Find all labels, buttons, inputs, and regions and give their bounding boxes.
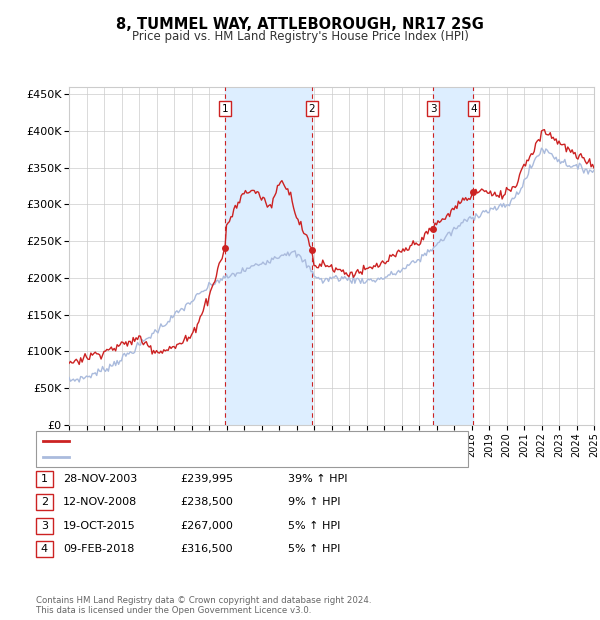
- Text: 28-NOV-2003: 28-NOV-2003: [63, 474, 137, 484]
- Text: 1: 1: [41, 474, 48, 484]
- Text: 09-FEB-2018: 09-FEB-2018: [63, 544, 134, 554]
- Text: Contains HM Land Registry data © Crown copyright and database right 2024.
This d: Contains HM Land Registry data © Crown c…: [36, 596, 371, 615]
- Text: £267,000: £267,000: [180, 521, 233, 531]
- Text: 8, TUMMEL WAY, ATTLEBOROUGH, NR17 2SG: 8, TUMMEL WAY, ATTLEBOROUGH, NR17 2SG: [116, 17, 484, 32]
- Text: 8, TUMMEL WAY, ATTLEBOROUGH, NR17 2SG (detached house): 8, TUMMEL WAY, ATTLEBOROUGH, NR17 2SG (d…: [75, 436, 403, 446]
- Text: 5% ↑ HPI: 5% ↑ HPI: [288, 521, 340, 531]
- Bar: [433, 87, 473, 425]
- Bar: [225, 87, 312, 425]
- Text: 39% ↑ HPI: 39% ↑ HPI: [288, 474, 347, 484]
- Text: 2: 2: [41, 497, 48, 507]
- Text: 12-NOV-2008: 12-NOV-2008: [63, 497, 137, 507]
- Text: 3: 3: [430, 104, 436, 114]
- Text: 5% ↑ HPI: 5% ↑ HPI: [288, 544, 340, 554]
- Text: £238,500: £238,500: [180, 497, 233, 507]
- Text: 19-OCT-2015: 19-OCT-2015: [63, 521, 136, 531]
- Text: 4: 4: [41, 544, 48, 554]
- Text: 4: 4: [470, 104, 477, 114]
- Text: £239,995: £239,995: [180, 474, 233, 484]
- Text: Price paid vs. HM Land Registry's House Price Index (HPI): Price paid vs. HM Land Registry's House …: [131, 30, 469, 43]
- Text: HPI: Average price, detached house, Breckland: HPI: Average price, detached house, Brec…: [75, 452, 320, 462]
- Text: 2: 2: [308, 104, 315, 114]
- Text: 9% ↑ HPI: 9% ↑ HPI: [288, 497, 341, 507]
- Text: £316,500: £316,500: [180, 544, 233, 554]
- Text: 3: 3: [41, 521, 48, 531]
- Text: 1: 1: [221, 104, 228, 114]
